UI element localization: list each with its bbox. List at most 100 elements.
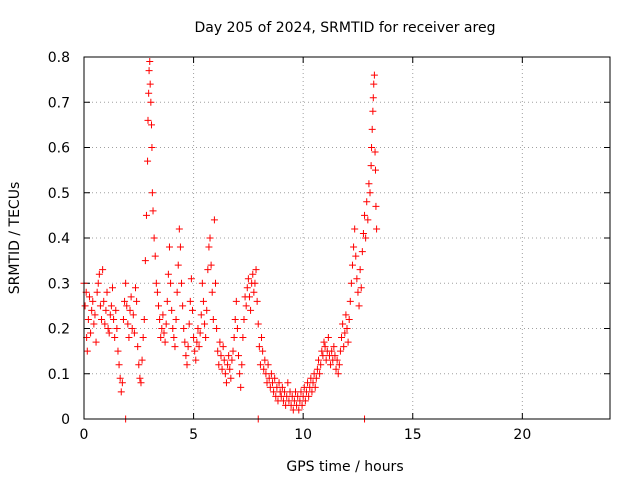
data-point <box>259 347 267 355</box>
data-point <box>341 329 349 337</box>
data-point <box>171 343 179 351</box>
data-point <box>346 297 354 305</box>
data-point <box>240 315 248 323</box>
data-point <box>309 379 317 387</box>
data-point <box>352 252 360 260</box>
data-point <box>99 266 107 274</box>
data-point <box>327 361 335 369</box>
data-point <box>229 347 237 355</box>
data-point <box>159 311 167 319</box>
data-point <box>88 306 96 314</box>
data-point <box>144 157 152 165</box>
data-point <box>244 275 252 283</box>
data-point <box>212 279 219 287</box>
data-point <box>138 356 146 364</box>
data-point <box>361 211 369 219</box>
data-point <box>184 343 192 351</box>
data-point <box>100 297 108 305</box>
data-point <box>168 306 176 314</box>
data-point <box>224 361 232 369</box>
data-point <box>371 148 379 156</box>
data-point <box>173 288 181 296</box>
data-point <box>137 379 145 387</box>
data-point <box>182 352 190 360</box>
data-point <box>103 288 111 296</box>
data-point <box>206 234 214 242</box>
data-point <box>110 315 118 323</box>
data-point <box>186 297 194 305</box>
data-point <box>278 383 286 391</box>
data-point <box>164 270 172 278</box>
data-point <box>139 334 147 342</box>
data-point <box>118 379 126 387</box>
data-point <box>145 67 153 75</box>
data-point <box>258 334 266 342</box>
data-point <box>247 306 255 314</box>
data-point <box>180 325 188 332</box>
data-point <box>128 325 136 332</box>
data-point <box>136 374 144 382</box>
data-point <box>183 361 191 369</box>
x-tick-label: 20 <box>513 427 531 443</box>
data-point <box>148 189 156 197</box>
data-point <box>172 315 180 323</box>
data-point <box>141 257 149 265</box>
data-point <box>356 266 364 274</box>
data-point <box>116 374 124 382</box>
data-point <box>174 261 182 269</box>
data-point <box>357 284 365 292</box>
data-point <box>336 347 344 355</box>
data-point <box>156 315 164 323</box>
plot-frame <box>83 56 611 420</box>
y-tick-label: 0.2 <box>48 322 70 338</box>
data-point <box>260 365 268 373</box>
data-point <box>321 343 329 351</box>
data-point <box>226 365 234 373</box>
data-point <box>208 288 216 296</box>
data-point <box>190 334 198 342</box>
data-point <box>149 207 157 215</box>
data-point <box>358 248 366 256</box>
data-point <box>305 392 313 400</box>
data-point <box>124 320 132 328</box>
data-point <box>146 58 154 66</box>
data-point <box>92 338 100 346</box>
data-point <box>345 315 353 323</box>
data-point <box>133 297 141 305</box>
data-point <box>261 356 269 364</box>
data-point <box>90 320 98 328</box>
y-tick-label: 0.1 <box>48 367 70 383</box>
data-point <box>203 306 211 314</box>
data-point <box>232 297 240 305</box>
data-point <box>140 315 148 323</box>
data-point <box>252 266 260 274</box>
data-point <box>264 361 272 369</box>
data-point <box>199 297 207 305</box>
data-point <box>179 302 187 310</box>
data-point <box>165 243 173 251</box>
data-point <box>338 334 346 342</box>
data-point <box>115 361 123 369</box>
data-point <box>101 320 109 328</box>
data-point <box>195 343 203 351</box>
data-point <box>359 229 367 237</box>
data-point <box>367 162 375 170</box>
data-point <box>372 202 380 210</box>
data-point <box>162 320 170 328</box>
data-point <box>219 343 227 351</box>
data-point <box>122 279 130 287</box>
data-point <box>213 325 221 332</box>
data-point <box>198 279 206 287</box>
data-point <box>364 216 372 224</box>
data-point <box>176 243 184 251</box>
data-point <box>250 288 258 296</box>
data-point <box>187 275 195 283</box>
data-point <box>215 361 223 369</box>
data-point <box>148 121 156 129</box>
data-point <box>330 343 338 351</box>
data-point <box>169 325 177 332</box>
x-tick-label: 5 <box>189 427 198 443</box>
data-point <box>188 306 196 314</box>
data-point <box>233 325 241 332</box>
